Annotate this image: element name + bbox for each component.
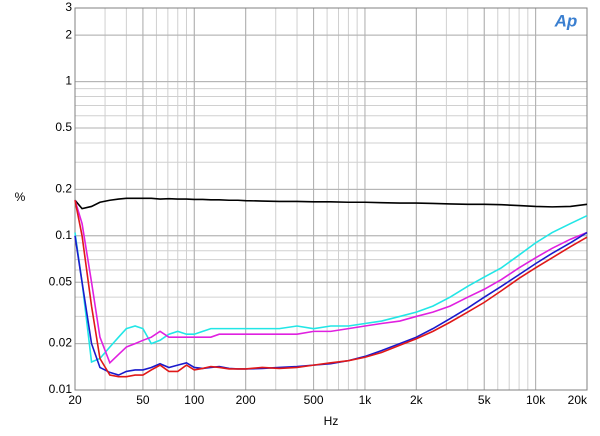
- series-line: [74, 200, 588, 365]
- x-tick-label: 10k: [526, 393, 546, 407]
- x-tick-label: 5k: [478, 393, 492, 407]
- x-tick-label: 20: [68, 393, 82, 407]
- y-tick-label: 1: [65, 74, 72, 88]
- x-tick-label: 20k: [568, 393, 588, 407]
- y-tick-label: 0.02: [49, 336, 73, 350]
- x-tick-label: 2k: [410, 393, 424, 407]
- y-tick-label: 0.05: [49, 274, 73, 288]
- logo: Ap: [554, 11, 578, 30]
- y-tick-label: 0.1: [55, 228, 72, 242]
- x-axis-label: Hz: [324, 414, 339, 428]
- x-tick-label: 200: [236, 393, 256, 407]
- y-tick-label: 0.2: [55, 182, 72, 196]
- series-line: [74, 231, 588, 376]
- series-line: [74, 197, 588, 210]
- y-axis-label: %: [15, 190, 26, 204]
- plot-frame: [74, 7, 588, 391]
- x-tick-label: 1k: [359, 393, 373, 407]
- y-tick-label: 2: [65, 27, 72, 41]
- y-tick-label: 0.01: [49, 382, 73, 396]
- x-tick-label: 50: [136, 393, 150, 407]
- x-tick-label: 500: [304, 393, 324, 407]
- y-tick-label: 3: [65, 0, 72, 14]
- series-line: [74, 200, 588, 378]
- x-tick-label: 100: [184, 393, 204, 407]
- y-tick-label: 0.5: [55, 120, 72, 134]
- series-line: [74, 214, 588, 364]
